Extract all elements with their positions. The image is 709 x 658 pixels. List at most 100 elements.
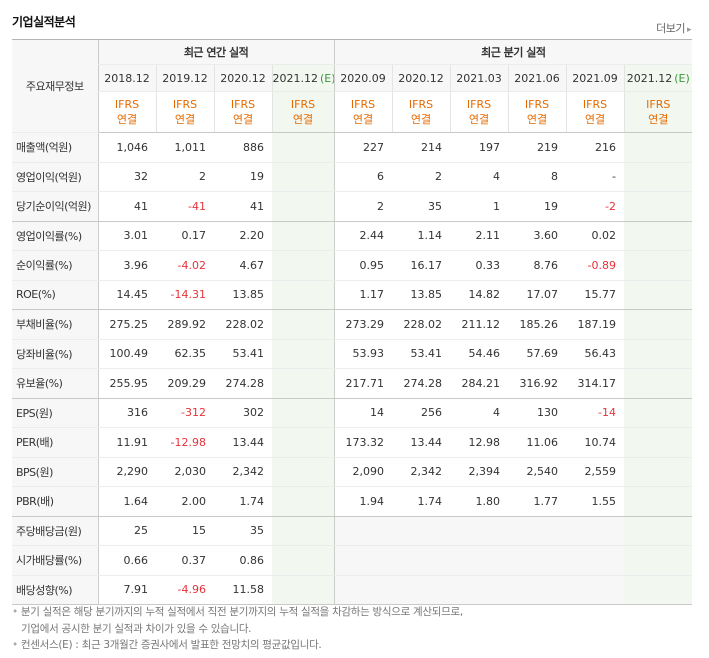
period-header: 2020.12 [213,64,272,92]
period-header: 2021.09 [565,64,625,92]
consolidated-label: 연결 [526,113,548,126]
ifrs-label: IFRS [524,98,550,111]
table-row: BPS(원) 2,290 2,030 2,342 2,090 2,342 2,394 2,54… [12,457,693,487]
value-cell: 25 [97,516,156,546]
row-label: 영업이익률(%) [12,221,98,251]
value-cell: 13.85 [214,280,272,310]
period-header: 2021.12 (E) [623,64,693,92]
value-cell [272,575,335,605]
value-cell: -4.02 [156,250,214,281]
value-cell: 1.77 [508,486,567,517]
table-row: 영업이익(억원) 32 2 19 6 2 4 8- [12,162,693,192]
value-cell [566,545,625,576]
value-cell [272,545,335,576]
period-header: 2018.12 [97,64,156,92]
value-cell: 14.82 [450,280,509,310]
value-cell: 0.66 [97,545,156,576]
value-cell [624,575,693,605]
value-cell [392,545,451,576]
value-cell [624,368,693,399]
value-cell: 302 [214,398,272,428]
value-cell: 16.17 [392,250,451,281]
value-cell [624,457,693,487]
value-cell [508,545,567,576]
value-cell [272,132,335,163]
quarter-group-header: 최근 분기 실적 [333,39,693,65]
row-label: 주당배당금(원) [12,516,98,546]
value-cell: 1.55 [566,486,625,517]
value-cell [624,339,693,369]
table-row: 주당배당금(원) 25 15 35 [12,516,693,546]
value-cell: 53.41 [214,339,272,369]
value-cell: -14.31 [156,280,214,310]
chevron-right-icon: ▸ [686,25,692,35]
value-cell: 275.25 [97,309,156,340]
ifrs-label: IFRS [646,98,671,111]
value-cell: 314.17 [566,368,625,399]
value-cell [333,516,393,546]
value-cell: 185.26 [508,309,567,340]
annual-group-header: 최근 연간 실적 [97,39,335,65]
value-cell: 13.44 [214,427,272,458]
value-cell: 3.01 [97,221,156,251]
value-cell: - [566,162,625,192]
value-cell: 3.96 [97,250,156,281]
row-label: 부채비율(%) [12,309,98,340]
value-cell [272,516,335,546]
ifrs-basis-cell: IFRS 연결 [623,91,693,133]
value-cell: 0.95 [333,250,393,281]
value-cell: 2.44 [333,221,393,251]
consolidated-label: 연결 [648,113,669,126]
more-label[interactable]: 더보기 [656,22,685,35]
table-row: 영업이익률(%) 3.01 0.17 2.20 2.44 1.14 2.11 3.60 0.02 [12,221,693,251]
value-cell: 228.02 [392,309,451,340]
value-cell: 56.43 [566,339,625,369]
value-cell: 14 [333,398,393,428]
period-label: 2020.12 [220,71,266,85]
row-label: 배당성향(%) [12,575,98,605]
value-cell: 41 [97,191,156,222]
value-cell: 130 [508,398,567,428]
value-cell: 0.33 [450,250,509,281]
ifrs-basis-cell: IFRS 연결 [271,91,335,133]
footnote-1: • 분기 실적은 해당 분기까지의 누적 실적에서 직전 분기까지의 누적 실적을… [12,606,463,618]
value-cell [508,516,567,546]
value-cell: 173.32 [333,427,393,458]
table-row: 부채비율(%) 275.25 289.92 228.02 273.29 228.02 211… [12,309,693,340]
table-row: PER(배) 11.91 -12.98 13.44 173.32 13.44 12.98 11… [12,427,693,458]
row-label: 순이익률(%) [12,250,98,281]
value-cell: 3.60 [508,221,567,251]
value-cell [272,221,335,251]
value-cell: 255.95 [97,368,156,399]
value-cell: 8 [508,162,567,192]
consolidated-label: 연결 [584,113,606,126]
ifrs-label: IFRS [582,98,608,111]
value-cell: 13.44 [392,427,451,458]
value-cell: 228.02 [214,309,272,340]
value-cell [272,457,335,487]
row-label: EPS(원) [12,398,98,428]
value-cell [333,545,393,576]
value-cell: 1,011 [156,132,214,163]
ifrs-basis-cell: IFRS 연결 [155,91,214,133]
value-cell [566,516,625,546]
row-label: 시가배당률(%) [12,545,98,576]
value-cell [272,280,335,310]
ifrs-label: IFRS [230,98,256,111]
ifrs-label: IFRS [350,98,376,111]
value-cell: 57.69 [508,339,567,369]
value-cell: 1 [450,191,509,222]
value-cell: 100.49 [97,339,156,369]
value-cell [624,221,693,251]
ifrs-label: IFRS [466,98,492,111]
value-cell: 1.80 [450,486,509,517]
value-cell: 7.91 [97,575,156,605]
value-cell: 4 [450,162,509,192]
value-cell [624,250,693,281]
value-cell: 15 [156,516,214,546]
more-link[interactable]: 더보기 ▸ [656,20,691,36]
value-cell: 2,540 [508,457,567,487]
ifrs-basis-cell: IFRS 연결 [507,91,567,133]
period-label: 2021.03 [456,71,502,85]
period-label: 2021.12 [272,71,318,85]
